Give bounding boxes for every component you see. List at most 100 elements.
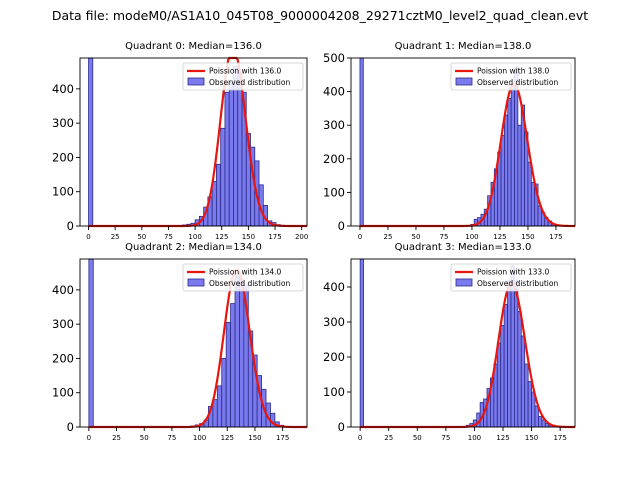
quadrant-3-subplot: Quadrant 3: Median=133.0 0 100 200 300 400 0 25… [323,242,576,442]
x-tick-label: 0 [358,434,362,442]
legend-bar-label: Observed distribution [477,279,558,288]
histogram-bar [225,322,231,428]
quadrant-title: Quadrant 1: Median=138.0 [395,41,532,52]
legend-box [182,62,304,91]
histogram-bar [534,405,539,428]
legend-bar-label: Observed distribution [209,279,290,288]
x-tick-label: 25 [112,434,121,442]
histogram-bar [216,385,223,428]
x-tick-label: 25 [383,233,392,241]
x-tick-label: 50 [140,434,149,442]
x-tick-label: 100 [193,434,206,442]
x-tick-label: 200 [295,233,308,241]
y-tick-label: 400 [52,283,74,297]
histogram-bar [507,97,512,227]
y-tick-label: 500 [323,51,345,65]
histogram-bar [211,181,217,227]
x-tick-label: 75 [167,434,176,442]
legend-bar-swatch [187,278,205,287]
x-tick-label: 150 [242,233,255,241]
x-tick-label: 0 [358,233,362,241]
x-tick-label: 50 [413,434,422,442]
legend-line-label: Poission with 133.0 [477,268,550,277]
histogram-bar [500,325,505,428]
y-tick-label: 400 [52,82,74,96]
quadrant-2-subplot: Quadrant 2: Median=134.0 0 100 200 300 400 0 25… [52,242,308,442]
x-tick-label: 125 [493,233,506,241]
poisson-fit-line [88,268,307,429]
x-tick-label: 50 [411,233,420,241]
x-tick-label: 75 [441,434,450,442]
histogram-bar [524,363,529,428]
axes-frame [79,57,308,227]
y-tick-label: 100 [323,385,345,399]
y-tick-label: 100 [52,185,74,199]
x-tick-label: 25 [384,434,393,442]
x-tick-label: 50 [137,233,146,241]
y-tick-label: 0 [338,420,345,434]
y-tick-label: 300 [323,118,345,132]
legend-box [182,263,304,292]
legend-box [450,263,572,292]
y-tick-label: 300 [323,315,345,329]
histogram-bar [228,81,234,227]
histogram-bar [530,181,536,227]
histogram-bar [359,57,364,227]
x-tick-label: 75 [439,233,448,241]
x-tick-label: 175 [553,434,566,442]
histogram-bar [359,258,364,428]
histogram-bar [510,84,515,227]
legend-bar-label: Observed distribution [477,78,558,87]
x-tick-label: 75 [164,233,173,241]
x-tick-label: 125 [215,233,228,241]
y-tick-label: 300 [52,116,74,130]
y-tick-label: 400 [323,280,345,294]
axes-frame [350,258,576,428]
x-tick-label: 25 [111,233,120,241]
y-tick-label: 200 [323,350,345,364]
x-tick-label: 175 [549,233,562,241]
histogram-bar [503,304,508,428]
y-tick-label: 400 [323,85,345,99]
x-tick-label: 175 [276,434,289,442]
y-tick-label: 300 [52,317,74,331]
histogram-bar [234,275,240,428]
quadrant-title: Quadrant 3: Median=133.0 [395,242,532,253]
histogram-bar [527,381,532,428]
legend-box [450,62,572,91]
quadrant-0-subplot: Quadrant 0: Median=136.0 0 100 200 300 400 0 25… [52,41,308,241]
x-tick-label: 100 [465,233,478,241]
legend: Poission with 134.0 Observed distribution [182,263,304,292]
legend-bar-swatch [455,77,473,86]
quadrant-title: Quadrant 0: Median=136.0 [125,41,262,52]
x-tick-label: 175 [268,233,281,241]
poisson-fit-line [360,281,575,429]
legend-line-label: Poission with 134.0 [209,268,282,277]
legend-bar-label: Observed distribution [209,78,290,87]
histogram-bar [88,57,94,227]
x-tick-label: 100 [188,233,201,241]
histogram-bar [237,73,243,227]
axes-frame [79,258,308,428]
x-tick-label: 150 [525,434,538,442]
y-tick-label: 0 [67,219,74,233]
x-tick-label: 125 [221,434,234,442]
legend-line-label: Poission with 136.0 [209,67,282,76]
histogram-bar [527,161,532,227]
histogram-bar [500,134,505,227]
histogram-bar [496,342,502,428]
quadrant-1-subplot: Quadrant 1: Median=138.00100200300400500… [323,41,576,241]
histogram-bar [514,279,519,428]
legend: Poission with 138.0 Observed distribution [450,62,572,91]
histogram-bar [507,279,512,428]
y-tick-label: 200 [323,152,345,166]
y-tick-label: 0 [67,420,74,434]
y-tick-label: 0 [338,219,345,233]
histogram-bar [88,258,94,428]
legend: Poission with 133.0 Observed distribution [450,263,572,292]
histogram-bar [230,303,236,428]
histogram-bar [517,311,522,428]
poisson-fit-line [359,82,575,228]
y-tick-label: 200 [52,150,74,164]
